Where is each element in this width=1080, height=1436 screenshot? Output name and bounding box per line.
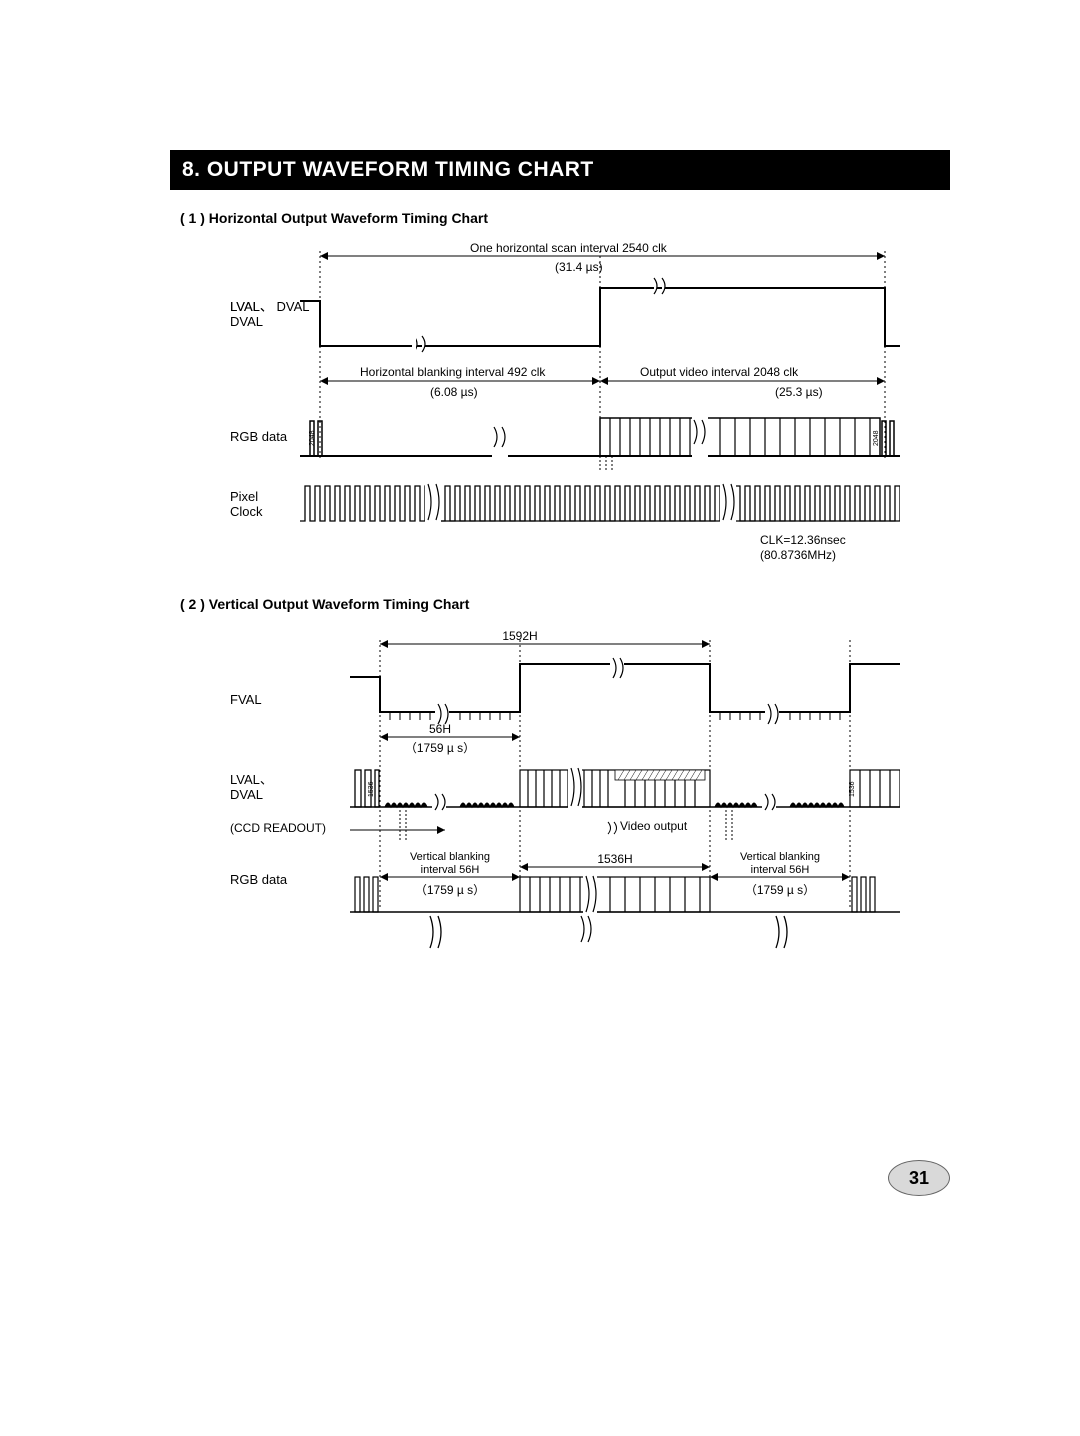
horizontal-timing-diagram: LVAL、 DVAL LVAL、 DVAL RGB data Pixel Clo… [220,236,900,566]
pix1536a: 1536 [368,781,375,797]
vblank2b: interval 56H [751,864,810,876]
t1592: 1592H [502,629,537,643]
label-pixelclock-2: Clock [230,504,263,519]
subsection-2-title: ( 2 ) Vertical Output Waveform Timing Ch… [180,596,950,612]
label-dval: DVAL [230,314,263,329]
page-number: 31 [909,1168,929,1189]
blank-time-text: (6.08 µs) [430,385,478,399]
section-header-bar: 8. OUTPUT WAVEFORM TIMING CHART [170,150,950,190]
clk-line2: (80.8736MHz) [760,548,836,562]
label-pixelclock-1: Pixel [230,489,258,504]
label-rgbdata: RGB data [230,429,288,444]
label-dval2: DVAL [230,787,263,802]
label-ccd: (CCD READOUT) [230,821,326,835]
scan-interval-text: One horizontal scan interval 2540 clk [470,241,668,255]
blank-interval-text: Horizontal blanking interval 492 clk [360,365,546,379]
video-time-text: (25.3 µs) [775,385,823,399]
scan-time-text: (31.4 µs) [555,260,603,274]
rgb-video-bars [600,418,880,456]
pix2048-left: 2048 [309,430,316,446]
t1536: 1536H [597,852,632,866]
t56: 56H [429,722,451,736]
vertical-timing-diagram: FVAL LVAL、 DVAL (CCD READOUT) RGB data 1… [220,622,900,962]
video-interval-text: Output video interval 2048 clk [640,365,799,379]
page-number-oval: 31 [888,1160,950,1196]
pix1536b: 1536 [849,781,856,797]
label-rgbdata2: RGB data [230,872,288,887]
page: 8. OUTPUT WAVEFORM TIMING CHART ( 1 ) Ho… [0,0,1080,1436]
label-lval2: LVAL、 [230,772,273,787]
vblank1time: （1759 µ s） [415,883,485,897]
video-output-label: Video output [620,819,688,833]
label-fval: FVAL [230,692,262,707]
t56time: （1759 µ s） [405,741,475,755]
vblank2a: Vertical blanking [740,851,820,863]
pix2048-right: 2048 [873,430,880,446]
vblank1a: Vertical blanking [410,851,490,863]
subsection-1-title: ( 1 ) Horizontal Output Waveform Timing … [180,210,950,226]
vblank1b: interval 56H [421,864,480,876]
vblank2time: （1759 µ s） [745,883,815,897]
clk-line1: CLK=12.36nsec [760,533,846,547]
label-lval: LVAL、 [230,299,273,314]
